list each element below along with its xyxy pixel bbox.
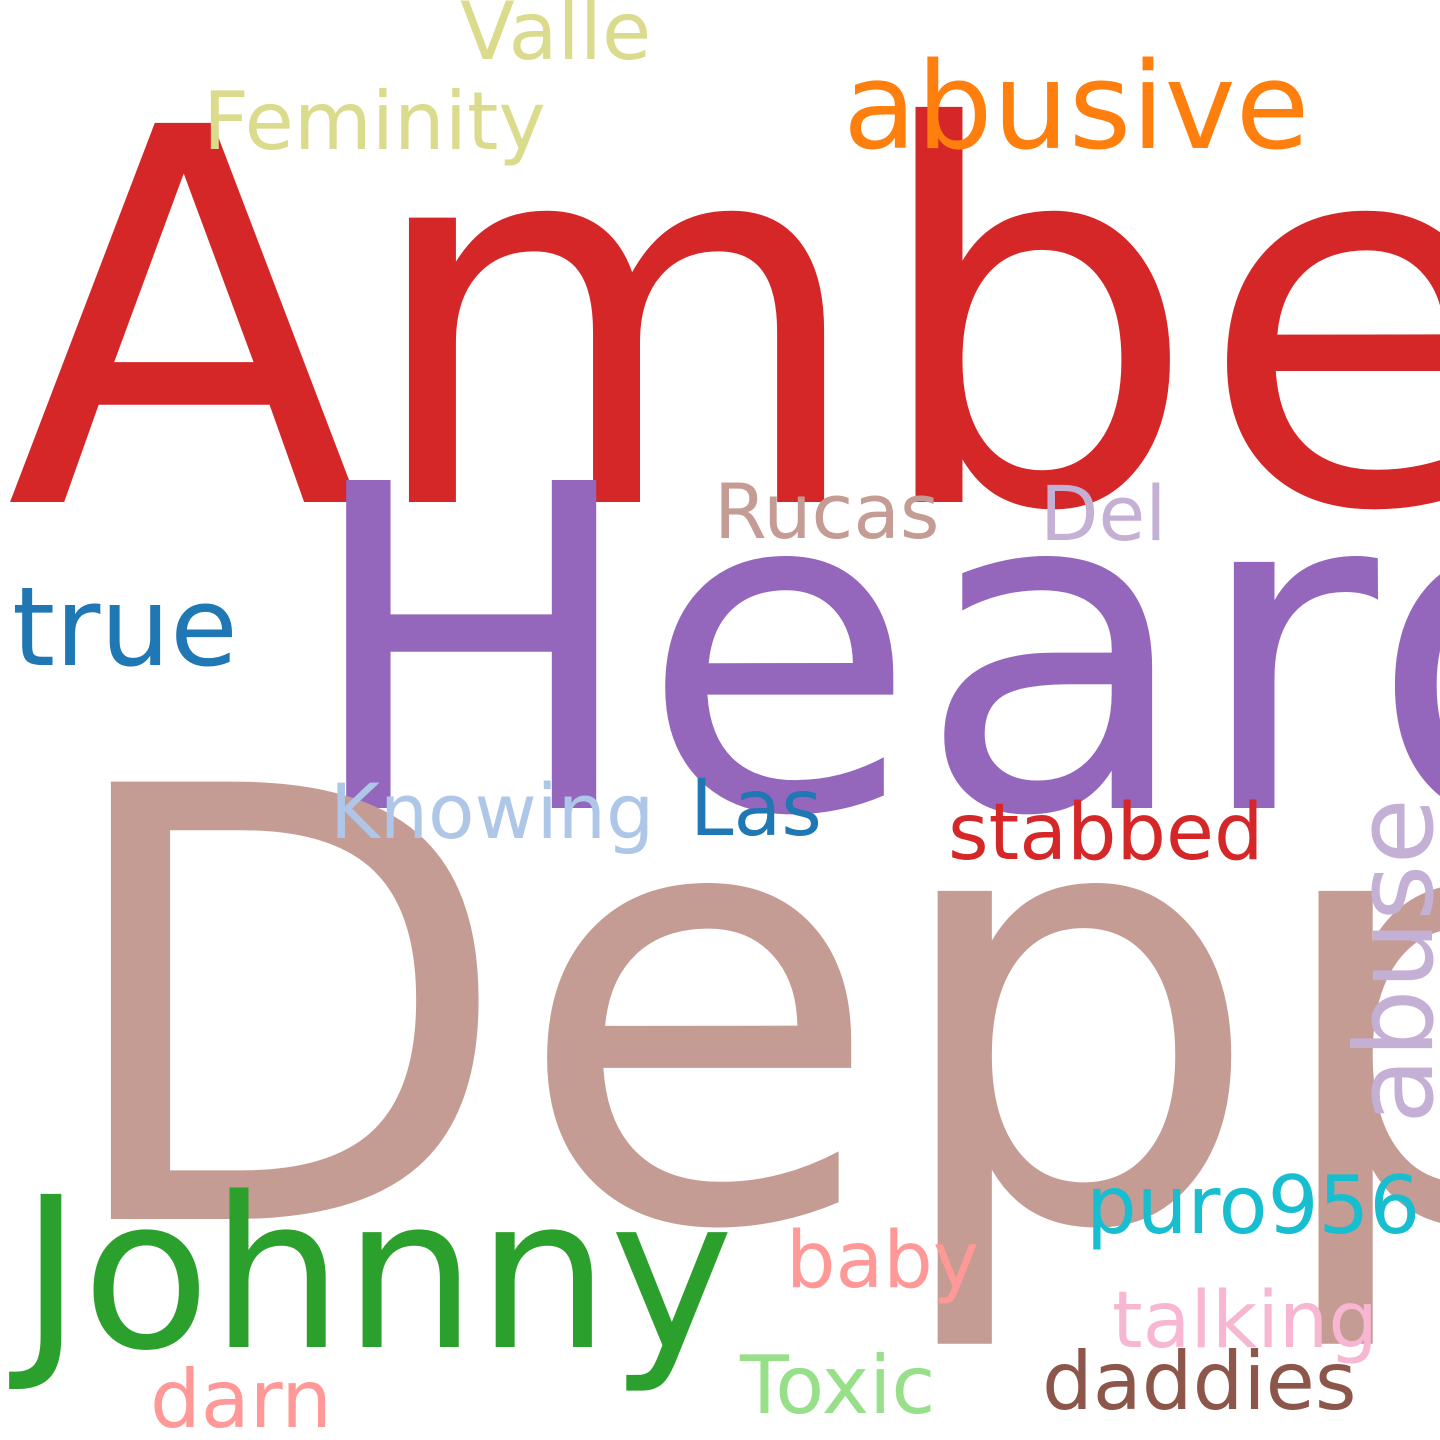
word-heard: Heard bbox=[302, 391, 1440, 915]
word-del: Del bbox=[1040, 469, 1167, 558]
word-knowing: Knowing bbox=[330, 767, 655, 856]
word-amber: Amber bbox=[6, 19, 1440, 625]
word-feminity: Feminity bbox=[203, 75, 546, 168]
word-talking: talking bbox=[1112, 1276, 1378, 1366]
word-abusive: abusive bbox=[843, 38, 1310, 177]
word-darn: darn bbox=[150, 1353, 332, 1440]
word-johnny: Johnny bbox=[20, 1152, 734, 1397]
word-daddies: daddies bbox=[1042, 1335, 1357, 1428]
word-valle: Valle bbox=[460, 0, 652, 78]
word-stabbed: stabbed bbox=[948, 788, 1264, 878]
word-abuse: abuse bbox=[1333, 798, 1440, 1124]
word-rucas: Rucas bbox=[714, 467, 940, 556]
word-puro956: puro956 bbox=[1086, 1159, 1421, 1252]
word-las: Las bbox=[690, 764, 822, 854]
word-true: true bbox=[12, 563, 238, 691]
word-baby: baby bbox=[786, 1216, 979, 1306]
word-toxic: Toxic bbox=[740, 1339, 936, 1432]
word-depp: Depp bbox=[52, 662, 1440, 1361]
